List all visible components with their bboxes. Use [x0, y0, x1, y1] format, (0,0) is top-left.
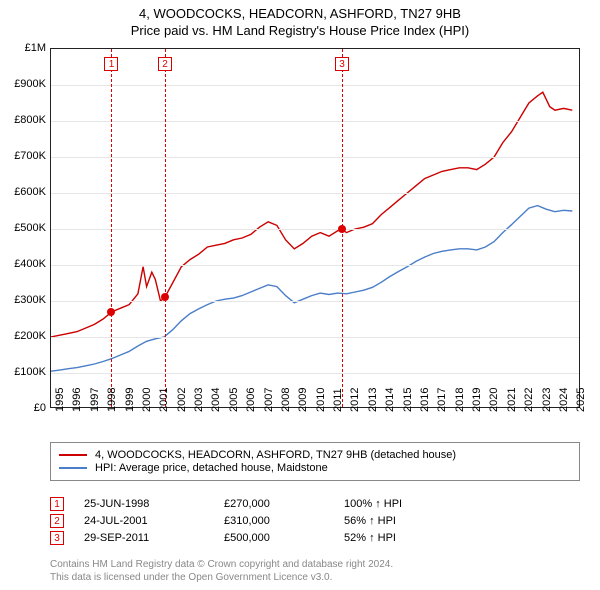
y-tick-label: £100K: [14, 366, 46, 378]
y-tick-label: £900K: [14, 78, 46, 90]
legend-row: HPI: Average price, detached house, Maid…: [59, 462, 571, 474]
x-tick-label: 2003: [193, 388, 205, 412]
sale-vline: [165, 49, 166, 407]
x-tick-label: 2014: [384, 388, 396, 412]
gridline: [51, 265, 579, 266]
sales-row: 2 24-JUL-2001 £310,000 56% ↑ HPI: [50, 514, 580, 528]
sale-marker-box: 2: [158, 57, 172, 71]
sale-pct: 100% ↑ HPI: [344, 498, 464, 510]
legend-label: HPI: Average price, detached house, Maid…: [95, 462, 328, 474]
sale-marker-box: 1: [104, 57, 118, 71]
sale-price: £500,000: [224, 532, 344, 544]
title-block: 4, WOODCOCKS, HEADCORN, ASHFORD, TN27 9H…: [0, 0, 600, 38]
plot: 1 2 3: [50, 48, 580, 408]
x-tick-label: 2015: [402, 388, 414, 412]
x-tick-label: 2011: [332, 388, 344, 412]
sale-price: £310,000: [224, 515, 344, 527]
sale-marker-icon: 1: [50, 497, 64, 511]
x-tick-label: 2005: [228, 388, 240, 412]
chart-container: 4, WOODCOCKS, HEADCORN, ASHFORD, TN27 9H…: [0, 0, 600, 590]
x-tick-label: 2000: [141, 388, 153, 412]
y-tick-label: £800K: [14, 114, 46, 126]
x-tick-label: 2016: [419, 388, 431, 412]
sale-pct: 56% ↑ HPI: [344, 515, 464, 527]
x-tick-label: 2021: [506, 388, 518, 412]
y-tick-label: £200K: [14, 330, 46, 342]
legend-label: 4, WOODCOCKS, HEADCORN, ASHFORD, TN27 9H…: [95, 449, 456, 461]
x-tick-label: 2010: [315, 388, 327, 412]
sale-marker-box: 3: [335, 57, 349, 71]
footer-line1: Contains HM Land Registry data © Crown c…: [50, 558, 393, 571]
footer-line2: This data is licensed under the Open Gov…: [50, 571, 393, 584]
sale-date: 24-JUL-2001: [84, 515, 224, 527]
sale-pct: 52% ↑ HPI: [344, 532, 464, 544]
y-tick-label: £500K: [14, 222, 46, 234]
y-tick-label: £700K: [14, 150, 46, 162]
y-tick-label: £400K: [14, 258, 46, 270]
series-hpi: [51, 206, 572, 372]
x-tick-label: 2023: [541, 388, 553, 412]
y-tick-label: £0: [34, 402, 46, 414]
x-tick-label: 2019: [471, 388, 483, 412]
x-tick-label: 1995: [54, 388, 66, 412]
x-tick-label: 2004: [210, 388, 222, 412]
x-tick-label: 2020: [488, 388, 500, 412]
chart-area: 123 £0£100K£200K£300K£400K£500K£600K£700…: [50, 48, 580, 408]
y-tick-label: £1M: [25, 42, 46, 54]
legend-swatch: [59, 454, 87, 456]
y-tick-label: £600K: [14, 186, 46, 198]
sales-table: 1 25-JUN-1998 £270,000 100% ↑ HPI 2 24-J…: [50, 494, 580, 548]
x-tick-label: 2022: [523, 388, 535, 412]
x-tick-label: 2002: [176, 388, 188, 412]
sale-price: £270,000: [224, 498, 344, 510]
x-tick-label: 2013: [367, 388, 379, 412]
title-line2: Price paid vs. HM Land Registry's House …: [0, 23, 600, 38]
gridline: [51, 121, 579, 122]
x-tick-label: 2009: [297, 388, 309, 412]
legend-row: 4, WOODCOCKS, HEADCORN, ASHFORD, TN27 9H…: [59, 449, 571, 461]
sale-date: 25-JUN-1998: [84, 498, 224, 510]
sale-dot: [161, 293, 169, 301]
gridline: [51, 85, 579, 86]
gridline: [51, 337, 579, 338]
y-tick-label: £300K: [14, 294, 46, 306]
gridline: [51, 229, 579, 230]
x-tick-label: 2001: [158, 388, 170, 412]
x-tick-label: 2018: [454, 388, 466, 412]
title-line1: 4, WOODCOCKS, HEADCORN, ASHFORD, TN27 9H…: [0, 6, 600, 21]
x-tick-label: 2007: [263, 388, 275, 412]
sale-date: 29-SEP-2011: [84, 532, 224, 544]
gridline: [51, 157, 579, 158]
x-tick-label: 1999: [124, 388, 136, 412]
legend: 4, WOODCOCKS, HEADCORN, ASHFORD, TN27 9H…: [50, 442, 580, 481]
footer: Contains HM Land Registry data © Crown c…: [50, 558, 393, 584]
x-tick-label: 2024: [558, 388, 570, 412]
x-tick-label: 1998: [106, 388, 118, 412]
x-tick-label: 2012: [349, 388, 361, 412]
x-tick-label: 1996: [71, 388, 83, 412]
sale-marker-icon: 2: [50, 514, 64, 528]
legend-swatch: [59, 467, 87, 469]
gridline: [51, 373, 579, 374]
x-tick-label: 1997: [89, 388, 101, 412]
x-tick-label: 2017: [436, 388, 448, 412]
gridline: [51, 193, 579, 194]
sale-vline: [111, 49, 112, 407]
sales-row: 3 29-SEP-2011 £500,000 52% ↑ HPI: [50, 531, 580, 545]
gridline: [51, 301, 579, 302]
x-tick-label: 2006: [245, 388, 257, 412]
sale-marker-icon: 3: [50, 531, 64, 545]
sale-dot: [107, 308, 115, 316]
sales-row: 1 25-JUN-1998 £270,000 100% ↑ HPI: [50, 497, 580, 511]
x-tick-label: 2025: [575, 388, 587, 412]
sale-dot: [338, 225, 346, 233]
x-tick-label: 2008: [280, 388, 292, 412]
